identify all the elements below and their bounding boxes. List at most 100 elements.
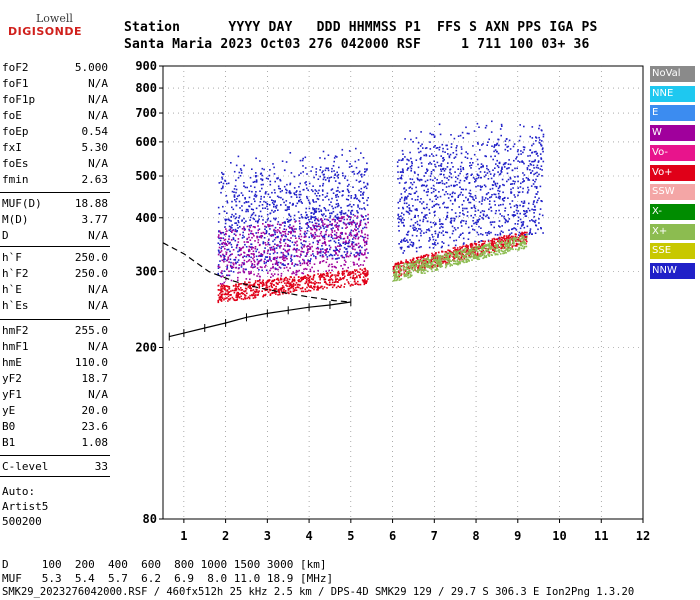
echo-point <box>394 269 396 271</box>
echo-point <box>509 236 511 239</box>
echo-point <box>404 196 407 198</box>
echo-point <box>253 284 255 287</box>
echo-point <box>501 167 503 170</box>
echo-point <box>256 267 259 269</box>
echo-point <box>223 281 226 284</box>
echo-point <box>361 208 363 210</box>
echo-point <box>408 204 410 206</box>
echo-point <box>364 171 366 173</box>
echo-point <box>331 229 333 232</box>
echo-point <box>438 191 440 193</box>
echo-point <box>418 264 420 267</box>
echo-point <box>400 193 403 195</box>
echo-point <box>303 236 306 238</box>
echo-point <box>353 234 356 237</box>
echo-point <box>432 133 435 136</box>
echo-point <box>466 173 469 175</box>
echo-point <box>341 216 343 218</box>
echo-point <box>278 196 280 199</box>
echo-point <box>434 189 437 191</box>
echo-point <box>266 205 268 208</box>
echo-point <box>395 263 398 266</box>
echo-point <box>315 281 318 284</box>
echo-point <box>265 282 268 285</box>
echo-point <box>326 224 328 227</box>
echo-point <box>288 292 290 295</box>
echo-point <box>398 218 401 220</box>
echo-point <box>520 242 523 245</box>
echo-point <box>525 215 528 217</box>
echo-point <box>453 184 455 187</box>
echo-point <box>422 269 425 272</box>
echo-point <box>479 211 482 214</box>
echo-point <box>238 250 241 252</box>
echo-point <box>289 182 292 185</box>
echo-point <box>459 179 462 182</box>
echo-point <box>493 175 495 177</box>
echo-point <box>497 192 500 195</box>
echo-point <box>290 286 293 288</box>
echo-point <box>300 246 303 249</box>
echo-point <box>232 249 235 251</box>
echo-point <box>514 180 516 183</box>
echo-point <box>393 270 396 272</box>
echo-point <box>400 274 402 277</box>
echo-point <box>439 164 442 167</box>
echo-point <box>442 242 445 244</box>
echo-point <box>498 225 500 227</box>
echo-point <box>535 150 537 153</box>
echo-point <box>298 237 300 240</box>
echo-point <box>280 290 283 292</box>
echo-point <box>308 281 310 283</box>
param-row-foes: foEs N/A <box>2 156 108 172</box>
echo-point <box>258 285 261 288</box>
echo-point <box>398 275 400 278</box>
echo-point <box>243 271 245 274</box>
echo-point <box>330 189 333 191</box>
echo-point <box>420 230 423 232</box>
echo-point <box>234 217 237 220</box>
echo-point <box>290 232 292 235</box>
echo-point <box>257 291 259 293</box>
echo-point <box>412 141 414 143</box>
echo-point <box>447 244 450 247</box>
echo-point <box>223 285 226 287</box>
echo-point <box>533 209 535 211</box>
echo-point <box>453 260 455 262</box>
echo-point <box>322 184 324 187</box>
param-name: fmin <box>2 173 29 186</box>
echo-point <box>227 274 229 277</box>
echo-point <box>337 270 340 273</box>
echo-point <box>481 144 483 146</box>
echo-point <box>363 207 365 209</box>
echo-point <box>313 274 316 276</box>
echo-point <box>334 206 337 209</box>
echo-point <box>433 254 436 256</box>
echo-point <box>448 185 450 188</box>
echo-point <box>426 179 429 182</box>
echo-point <box>523 202 526 204</box>
echo-point <box>453 239 455 242</box>
echo-point <box>441 241 443 243</box>
echo-point <box>222 275 224 277</box>
x-tick-label: 3 <box>264 529 271 543</box>
y-tick-label: 900 <box>135 59 157 73</box>
echo-point <box>497 240 499 242</box>
echo-point <box>268 204 271 206</box>
echo-point <box>394 270 397 273</box>
echo-point <box>494 182 497 185</box>
x-tick-label: 9 <box>514 529 521 543</box>
echo-point <box>350 197 352 199</box>
echo-point <box>276 261 278 263</box>
echo-point <box>346 252 348 255</box>
echo-point <box>453 227 456 229</box>
echo-point <box>337 204 340 207</box>
param-value: N/A <box>88 299 108 312</box>
echo-point <box>430 264 432 267</box>
echo-point <box>460 221 462 224</box>
echo-point <box>452 262 455 265</box>
echo-point <box>481 210 484 212</box>
echo-point <box>428 237 431 239</box>
echo-point <box>358 181 360 183</box>
param-row-b0: B0 23.6 <box>2 419 108 435</box>
